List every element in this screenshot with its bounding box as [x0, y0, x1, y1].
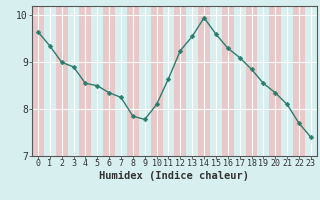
- Bar: [269, 6, 281, 156]
- Bar: [32, 6, 44, 156]
- Bar: [222, 6, 234, 156]
- Bar: [198, 6, 210, 156]
- Bar: [246, 6, 258, 156]
- Bar: [56, 6, 68, 156]
- Bar: [127, 6, 139, 156]
- X-axis label: Humidex (Indice chaleur): Humidex (Indice chaleur): [100, 171, 249, 181]
- Bar: [174, 6, 186, 156]
- Bar: [103, 6, 115, 156]
- Bar: [293, 6, 305, 156]
- Bar: [79, 6, 91, 156]
- Bar: [151, 6, 163, 156]
